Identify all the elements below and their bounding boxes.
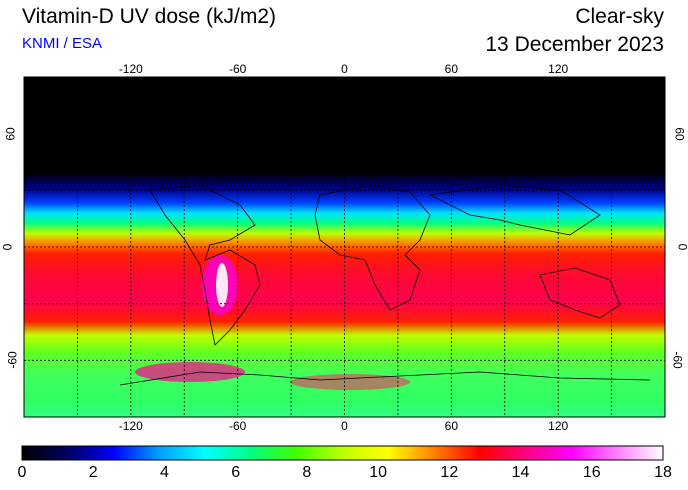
colorbar-tick-label: 12 [440,464,459,481]
colorbar-tick-label: 8 [302,464,312,481]
coastlines [119,184,651,386]
latitude-tick-label-left: -60 [5,351,20,369]
asia-coast [428,184,601,236]
longitude-tick-label: -120 [118,62,143,76]
latitude-tick-label-right: 60 [672,126,687,141]
australia-coast [539,267,621,319]
colorbar-tick-label: 0 [17,464,27,481]
andes-peak [216,263,228,307]
antarctica-coast [119,371,651,386]
map-frame [23,76,666,418]
colorbar-tick-label: 10 [369,464,388,481]
longitude-tick-label: -120 [118,419,143,433]
antarctic-hotspot-east [290,374,410,390]
date-label: 13 December 2023 [485,33,664,56]
europe-africa-coast [314,184,431,311]
latitude-tick-label-left: 60 [3,126,18,141]
longitude-tick-label: 120 [548,419,569,433]
longitude-tick-label: 60 [444,62,459,76]
americas-coast [149,184,261,346]
colorbar-tick-label: 14 [511,464,530,481]
colorbar [21,445,664,461]
colorbar-tick-label: 4 [159,464,169,481]
credit-label: KNMI / ESA [22,35,103,52]
map-title: Vitamin-D UV dose (kJ/m2) [22,5,277,28]
latitude-tick-label-right: -60 [670,351,685,369]
colorbar-tick-label: 18 [654,464,672,481]
longitude-tick-label: 60 [444,419,459,433]
latitude-tick-label-left: 0 [0,243,15,251]
longitude-tick-label: 0 [341,62,348,76]
colorbar-tick-label: 6 [231,464,241,481]
colorbar-tick-label: 16 [582,464,601,481]
longitude-tick-label: -60 [228,62,247,76]
latitude-tick-label-right: 0 [676,244,688,251]
antarctic-hotspot-west [135,362,245,382]
longitude-tick-label: -60 [228,419,247,433]
longitude-tick-label: 120 [548,62,569,76]
graticule [24,77,665,417]
longitude-tick-label: 0 [341,419,348,433]
colorbar-tick-label: 2 [88,464,98,481]
sky-condition: Clear-sky [575,5,664,28]
